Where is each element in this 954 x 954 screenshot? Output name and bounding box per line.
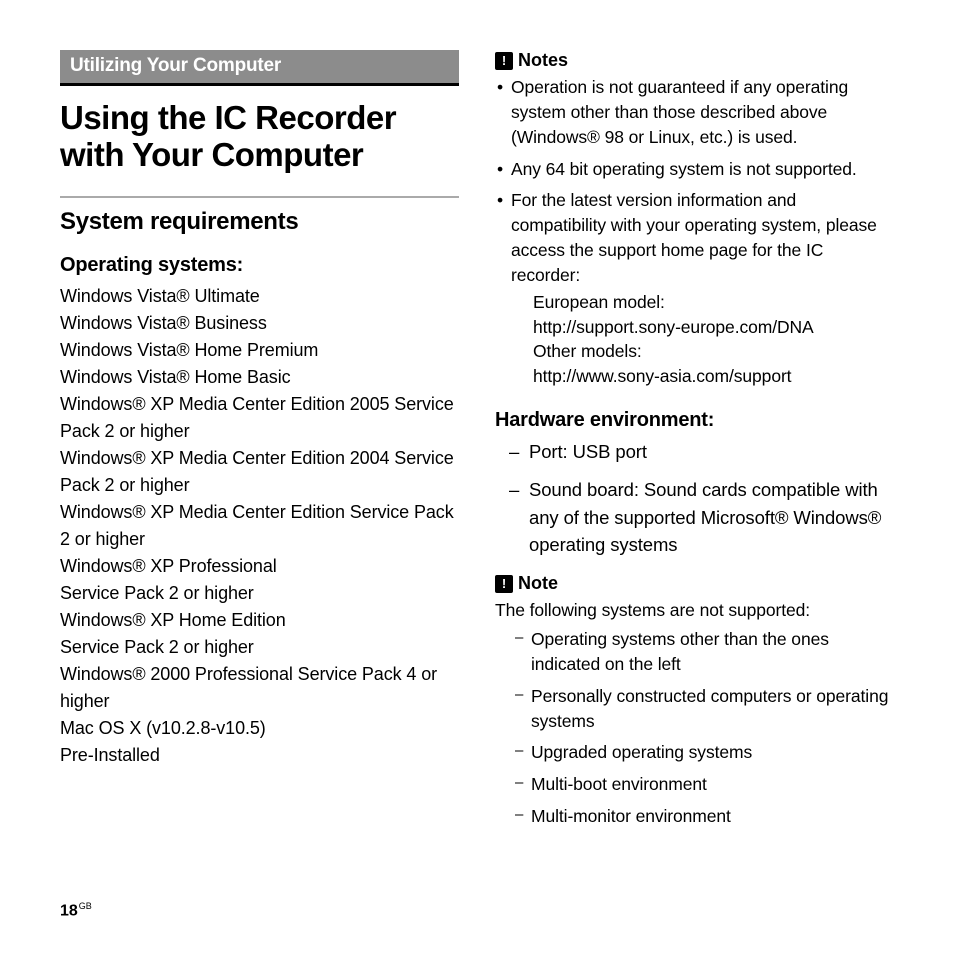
unsupported-item: Multi-monitor environment [495, 804, 894, 829]
right-column: ! Notes Operation is not guaranteed if a… [495, 50, 894, 836]
hardware-item: Port: USB port [495, 438, 894, 466]
page-number: 18GB [60, 901, 92, 920]
system-requirements-heading: System requirements [60, 208, 459, 236]
page-columns: Utilizing Your Computer Using the IC Rec… [60, 50, 894, 836]
page-title: Using the IC Recorder with Your Computer [60, 100, 459, 174]
note-item: Operation is not guaranteed if any opera… [495, 75, 894, 150]
operating-systems-heading: Operating systems: [60, 254, 459, 277]
note-header: ! Note [495, 573, 894, 594]
operating-systems-list: Windows Vista® Ultimate Windows Vista® B… [60, 283, 459, 769]
note-sub-indent: European model: http://support.sony-euro… [511, 290, 894, 389]
page-number-value: 18 [60, 902, 78, 919]
unsupported-item: Operating systems other than the ones in… [495, 627, 894, 677]
hardware-item: Sound board: Sound cards compatible with… [495, 476, 894, 559]
unsupported-item: Upgraded operating systems [495, 740, 894, 765]
note-icon: ! [495, 52, 513, 70]
page-region: GB [79, 901, 92, 911]
note-item: For the latest version information and c… [495, 188, 894, 389]
note-item: Any 64 bit operating system is not suppo… [495, 157, 894, 182]
hardware-environment-heading: Hardware environment: [495, 409, 894, 432]
note-item-text: For the latest version information and c… [511, 190, 877, 285]
note-intro: The following systems are not supported: [495, 598, 894, 623]
notes-list: Operation is not guaranteed if any opera… [495, 75, 894, 389]
note-icon: ! [495, 575, 513, 593]
hardware-list: Port: USB port Sound board: Sound cards … [495, 438, 894, 559]
section-rule [60, 196, 459, 198]
chapter-tab: Utilizing Your Computer [60, 50, 459, 86]
unsupported-list: Operating systems other than the ones in… [495, 627, 894, 829]
unsupported-item: Multi-boot environment [495, 772, 894, 797]
unsupported-item: Personally constructed computers or oper… [495, 684, 894, 734]
left-column: Utilizing Your Computer Using the IC Rec… [60, 50, 459, 836]
notes-header: ! Notes [495, 50, 894, 71]
note-label: Note [518, 573, 558, 594]
notes-label: Notes [518, 50, 568, 71]
